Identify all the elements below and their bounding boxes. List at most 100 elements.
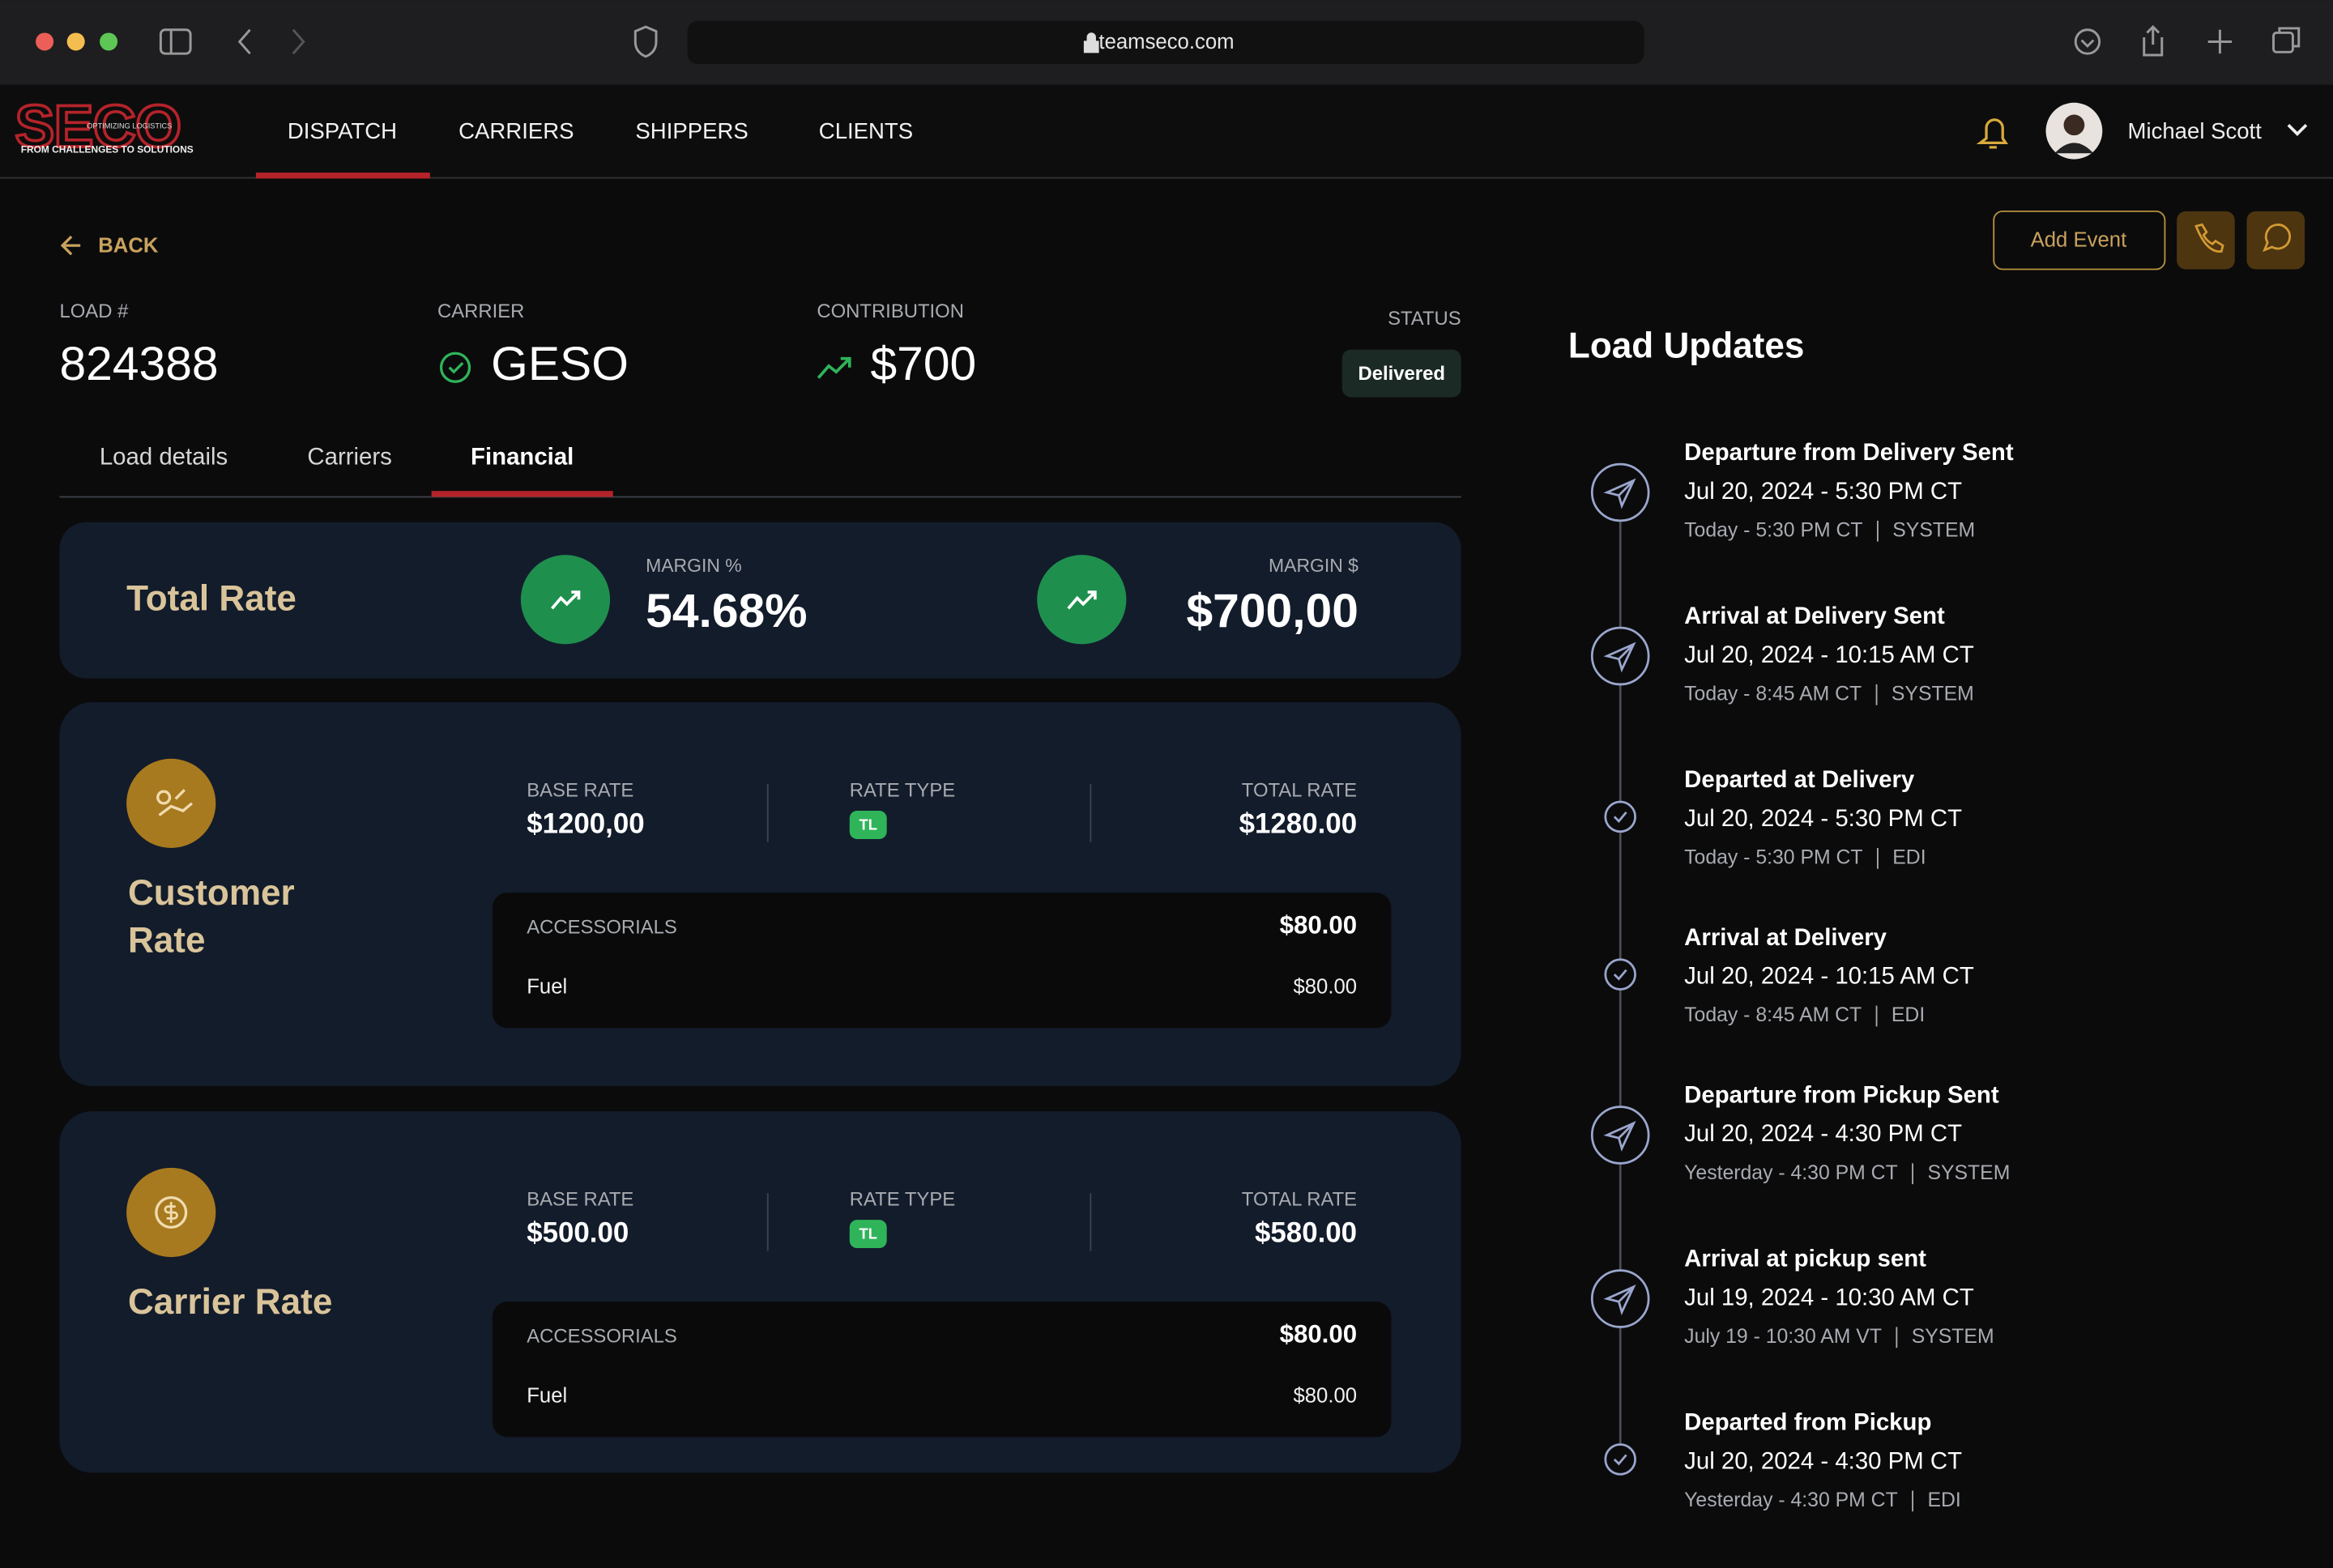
status-label: STATUS [1388,308,1461,330]
check-glyph [1613,969,1627,981]
rate-title-box: Customer Rate [128,873,295,961]
event-time: July 19 - 10:30 AM VT [1684,1326,1882,1348]
maximize-button[interactable] [100,32,118,51]
event-time: Today - 5:30 PM CT [1684,846,1862,868]
nav-item[interactable]: DISPATCH [288,118,397,143]
url-text: teamseco.com [1098,31,1234,53]
rate-type-label: RATE TYPE [850,779,955,801]
user-name[interactable]: Michael Scott [2128,118,2263,143]
contribution-label: CONTRIBUTION [817,300,964,322]
event-title: Arrival at Delivery [1684,924,1887,951]
url-bar[interactable] [687,20,1644,65]
nav-item[interactable]: CLIENTS [819,118,913,143]
base-rate: $500.00 [527,1217,629,1249]
close-button[interactable] [36,32,54,51]
rate-type-label: RATE TYPE [850,1189,955,1211]
tab[interactable]: Load details [100,444,228,471]
lock-icon [1083,32,1099,53]
event-date: Jul 20, 2024 - 10:15 AM CT [1684,963,1974,990]
accessorials-box [492,893,1392,1029]
total-rate-label: TOTAL RATE [1242,779,1357,801]
carrier-label: CARRIER [437,300,524,322]
event-date: Jul 20, 2024 - 10:15 AM CT [1684,641,1974,668]
carrier-check [439,352,471,383]
event-icon [1604,1443,1636,1476]
updates-title: Load Updates [1568,326,1804,365]
nav-active-indicator [255,173,430,179]
trend-icon [817,356,851,379]
margin-usd: $700,00 [1187,585,1358,637]
event-title: Departed at Delivery [1684,766,1915,793]
phone-icon [2194,223,2224,253]
accessorials-total: $80.00 [1280,1320,1358,1349]
total-rate-label: TOTAL RATE [1242,1189,1357,1211]
send-glyph [1603,641,1636,673]
user-chevron[interactable] [2287,124,2308,136]
event-source: SYSTEM [1892,519,1975,541]
add-event-button[interactable] [1993,210,2166,271]
accessorial-amount: $80.00 [1293,975,1357,998]
event-source: SYSTEM [1927,1162,2010,1184]
event-source: SYSTEM [1892,683,1974,705]
base-rate-label: BASE RATE [527,1189,633,1211]
rate-icon-glyph [155,1195,188,1229]
back-link[interactable]: BACK [98,235,159,258]
tab[interactable]: Financial [471,444,574,471]
event-date: Jul 20, 2024 - 5:30 PM CT [1684,478,1962,505]
total-rate: $580.00 [1255,1217,1357,1249]
event-icon [1604,958,1636,991]
event-date: Jul 19, 2024 - 10:30 AM CT [1684,1284,1974,1310]
accessorial-amount: $80.00 [1293,1385,1357,1408]
event-title: Departure from Delivery Sent [1684,439,2014,466]
event-source: EDI [1892,1004,1925,1026]
chat-icon [2263,224,2292,253]
margin-usd-label: MARGIN $ [1269,555,1358,576]
event-source: SYSTEM [1912,1326,1994,1348]
event-title: Arrival at Delivery Sent [1684,603,1945,629]
total-rate: $1280.00 [1239,808,1357,840]
back-arrow[interactable] [60,235,81,256]
event-title: Arrival at pickup sent [1684,1246,1926,1272]
event-time: Yesterday - 4:30 PM CT [1684,1489,1898,1511]
event-date: Jul 20, 2024 - 4:30 PM CT [1684,1447,1962,1474]
total-rate-title: Total Rate [126,579,296,619]
nav-item[interactable]: SHIPPERS [635,118,748,143]
carrier-name: GESO [491,338,629,390]
load-number: 824388 [59,338,218,390]
tab[interactable]: Carriers [307,444,391,471]
event-time: Today - 8:45 AM CT [1684,1004,1862,1026]
avatar-head [2063,114,2085,136]
rate-type-badge [849,811,887,839]
rate-type: TL [859,1225,877,1242]
base-rate: $1200,00 [527,808,644,840]
accessorials-label: ACCESSORIALS [527,916,677,938]
load-label: LOAD # [59,300,129,322]
accessorials-box [492,1302,1392,1438]
event-date: Jul 20, 2024 - 5:30 PM CT [1684,805,1962,832]
rate-type: TL [859,816,877,833]
rate-icon [126,758,216,848]
nav-item[interactable]: CARRIERS [458,118,574,143]
bell-icon[interactable] [1976,118,2009,149]
chat-button[interactable] [2246,211,2305,270]
carrier-check-mark [448,362,464,374]
event-time: Today - 5:30 PM CT [1684,519,1862,541]
accessorials-label: ACCESSORIALS [527,1326,677,1348]
contribution-value: $700 [870,338,976,390]
margin-icons [520,555,1127,645]
avatar-body [2054,143,2094,154]
event-title: Departed from Pickup [1684,1409,1931,1436]
logo-tagline: OPTIMIZING LOGISTICS [87,122,172,130]
event-icon [1604,800,1636,833]
logo-slogan: FROM CHALLENGES TO SOLUTIONS [21,144,194,156]
send-glyph [1603,478,1636,509]
minimize-button[interactable] [66,32,85,51]
send-glyph [1603,1121,1636,1152]
add-event-label: Add Event [2031,228,2127,251]
rate-type-badge [849,1220,887,1249]
app-header [0,84,2333,179]
tab-active-indicator [431,491,613,497]
event-title: Departure from Pickup Sent [1684,1081,1999,1108]
